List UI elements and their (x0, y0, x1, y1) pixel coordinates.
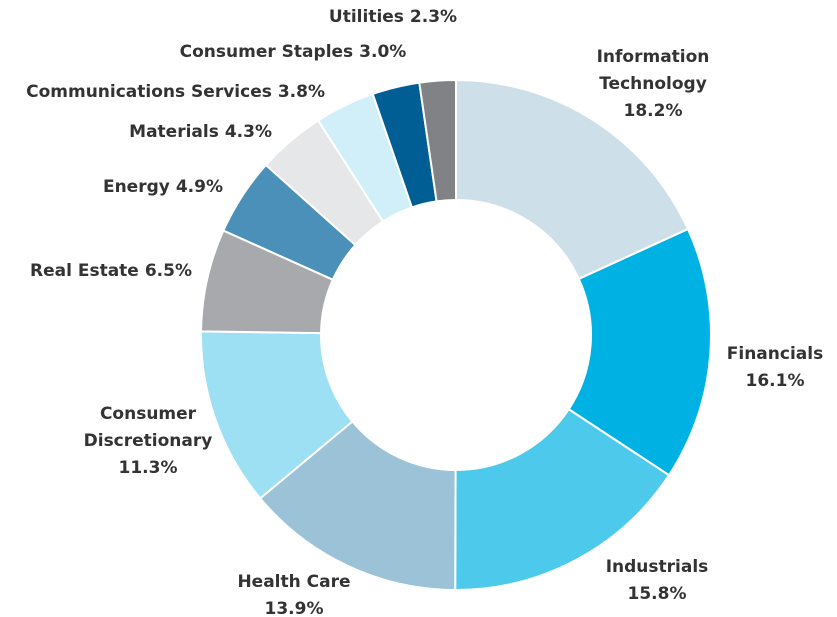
slice (455, 78, 690, 281)
category-label: Real Estate (30, 261, 139, 281)
data-label: Communications Services 3.8% (26, 79, 325, 106)
value-label: 16.1% (745, 371, 805, 391)
value-label: 4.9% (175, 177, 223, 197)
slice (454, 407, 671, 591)
category-label: Utilities (328, 7, 404, 27)
category-label: Communications Services (26, 82, 272, 102)
value-label: 13.9% (264, 599, 324, 617)
data-label: Materials 4.3% (129, 119, 272, 146)
value-label: 18.2% (623, 101, 683, 121)
data-label: Health Care 13.9% (229, 569, 359, 617)
category-label: Industrials (605, 557, 709, 577)
data-label: Consumer Discretionary 11.3% (48, 401, 248, 482)
category-label: Health Care (237, 572, 351, 592)
data-label: Energy 4.9% (103, 174, 223, 201)
category-label: Financials (726, 344, 824, 364)
data-label: Financials 16.1% (710, 341, 837, 395)
data-label: Industrials 15.8% (592, 554, 722, 608)
category-label: Energy (102, 177, 170, 197)
value-label: 4.3% (224, 122, 272, 142)
value-label: 11.3% (118, 458, 178, 478)
category-label: Consumer Discretionary (83, 404, 213, 451)
value-label: 3.8% (277, 82, 325, 102)
data-label: Real Estate 6.5% (30, 258, 192, 285)
slice (418, 78, 457, 203)
category-label: Materials (129, 122, 219, 142)
slice (567, 227, 712, 477)
value-label: 3.0% (359, 42, 407, 62)
value-label: 15.8% (627, 584, 687, 604)
data-label: Information Technology 18.2% (553, 44, 753, 125)
category-label: Information Technology (596, 47, 710, 94)
value-label: 2.3% (409, 7, 458, 27)
value-label: 6.5% (144, 261, 192, 281)
data-label: Utilities 2.3% (313, 4, 473, 31)
data-label: Consumer Staples 3.0% (163, 39, 423, 66)
category-label: Consumer Staples (179, 42, 354, 62)
